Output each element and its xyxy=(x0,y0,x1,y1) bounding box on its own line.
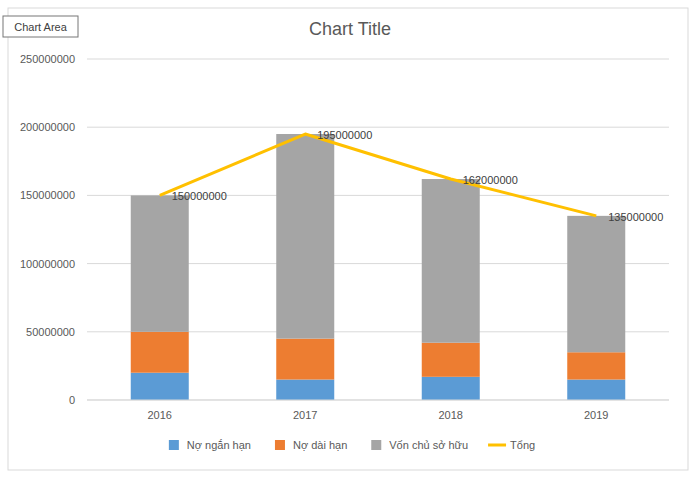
y-tick-label: 100000000 xyxy=(20,258,75,270)
x-tick-label: 2019 xyxy=(584,409,608,421)
annotation: Chart Area xyxy=(14,21,67,33)
legend-label: Nợ ngắn hạn xyxy=(187,439,251,451)
chart-frame xyxy=(8,8,688,470)
y-tick-label: 200000000 xyxy=(20,121,75,133)
legend-label: Nợ dài hạn xyxy=(293,439,347,451)
y-tick-label: 50000000 xyxy=(26,326,75,338)
data-labels: 150000000 195000000 162000000 135000000 xyxy=(172,129,664,223)
bar xyxy=(131,195,189,331)
chart-svg: Chart Title 0 50000000 100000000 150000000 20… xyxy=(0,0,700,478)
bar xyxy=(276,339,334,380)
legend: Nợ ngắn hạn Nợ dài hạn Vốn chủ sở hữu Tổng xyxy=(169,439,535,451)
bar xyxy=(567,352,625,379)
x-axis-line xyxy=(87,400,669,401)
y-tick-label: 150000000 xyxy=(20,189,75,201)
bar xyxy=(276,380,334,400)
bar xyxy=(567,216,625,352)
legend-label: Tổng xyxy=(510,439,535,451)
x-tick-label: 2017 xyxy=(293,409,317,421)
legend-swatch xyxy=(371,440,381,450)
grid-line xyxy=(87,59,669,60)
y-tick-label: 250000000 xyxy=(20,53,75,65)
plot-marks xyxy=(131,134,626,400)
data-label: 150000000 xyxy=(172,190,227,202)
annotation-box xyxy=(3,16,78,37)
x-tick-label: 2016 xyxy=(148,409,172,421)
data-label: 195000000 xyxy=(317,129,372,141)
legend-swatch xyxy=(488,444,506,447)
legend-label: Vốn chủ sở hữu xyxy=(389,439,468,451)
data-label: 135000000 xyxy=(608,211,663,223)
bar xyxy=(422,343,480,377)
y-tick-label: 0 xyxy=(69,394,75,406)
legend-swatch xyxy=(169,440,179,450)
legend-item: Nợ dài hạn xyxy=(275,439,347,451)
legend-item: Nợ ngắn hạn xyxy=(169,439,251,451)
grid-line xyxy=(87,400,669,401)
legend-item: Tổng xyxy=(488,439,535,451)
bar xyxy=(276,134,334,339)
data-label: 162000000 xyxy=(463,174,518,186)
bar xyxy=(131,373,189,400)
line-series xyxy=(160,134,597,216)
x-tick-label: 2018 xyxy=(439,409,463,421)
legend-swatch xyxy=(275,440,285,450)
bar xyxy=(422,377,480,400)
bar xyxy=(567,380,625,400)
bar xyxy=(131,332,189,373)
legend-item: Vốn chủ sở hữu xyxy=(371,439,468,451)
grid-line xyxy=(87,127,669,128)
bar xyxy=(422,179,480,343)
chart-title: Chart Title xyxy=(309,19,391,39)
